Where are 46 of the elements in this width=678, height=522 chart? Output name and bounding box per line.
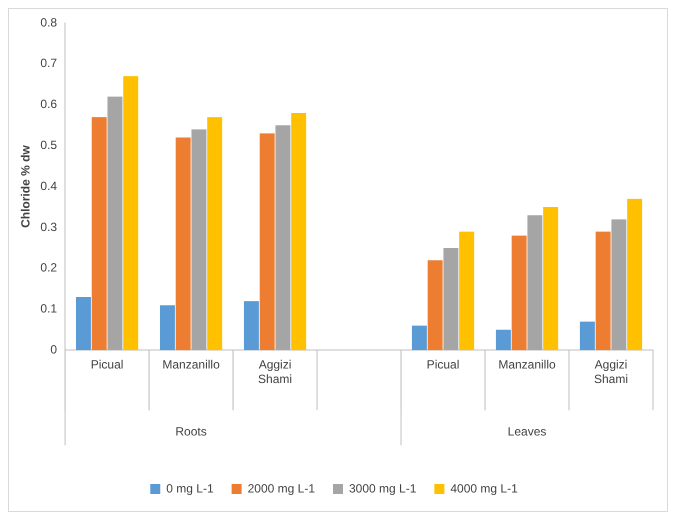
x-tick-label: Picual xyxy=(90,358,124,372)
bar xyxy=(260,133,275,350)
bar xyxy=(412,326,427,350)
y-axis-title: Chloride % dw xyxy=(18,144,33,228)
y-tick-label: 0.4 xyxy=(40,178,58,193)
y-tick-label: 0.6 xyxy=(40,97,58,112)
bar xyxy=(611,219,626,350)
bar xyxy=(244,301,259,350)
bar xyxy=(92,117,107,350)
y-tick-label: 0.8 xyxy=(40,15,58,30)
x-tick-label: Aggizi Shami xyxy=(594,358,628,386)
bar xyxy=(123,76,138,350)
bar xyxy=(275,125,290,350)
legend-label: 4000 mg L-1 xyxy=(450,481,518,496)
bar xyxy=(596,232,611,350)
y-tick-label: 0.7 xyxy=(40,56,58,70)
legend-label: 0 mg L-1 xyxy=(166,481,214,496)
x-tick-label: Manzanillo xyxy=(498,358,556,372)
bar xyxy=(527,215,542,350)
bar xyxy=(207,117,222,350)
y-tick-label: 0.2 xyxy=(40,260,58,275)
bar xyxy=(160,305,175,350)
bar xyxy=(291,112,306,350)
x-tick-label: Picual xyxy=(426,358,460,372)
legend-label: 2000 mg L-1 xyxy=(248,481,316,496)
bar xyxy=(496,330,511,350)
bar xyxy=(191,129,206,350)
bar xyxy=(543,207,558,350)
bar xyxy=(580,322,595,350)
bar xyxy=(76,297,91,350)
y-tick-label: 0.5 xyxy=(40,138,58,152)
bar xyxy=(428,260,443,350)
x-tick-label: Manzanillo xyxy=(162,358,220,372)
y-tick-label: 0.1 xyxy=(40,302,58,316)
bar xyxy=(176,138,191,350)
bar xyxy=(627,198,642,350)
y-tick-label: 0 xyxy=(50,342,58,357)
bar xyxy=(512,236,527,350)
text: Leaves xyxy=(508,424,546,439)
bar xyxy=(443,248,458,350)
text: Roots xyxy=(175,424,207,439)
bar xyxy=(107,96,122,350)
bar xyxy=(459,232,474,350)
legend-label: 3000 mg L-1 xyxy=(348,481,417,496)
y-tick-label: 0.3 xyxy=(40,220,58,234)
x-tick-label: Aggizi Shami xyxy=(258,358,292,386)
